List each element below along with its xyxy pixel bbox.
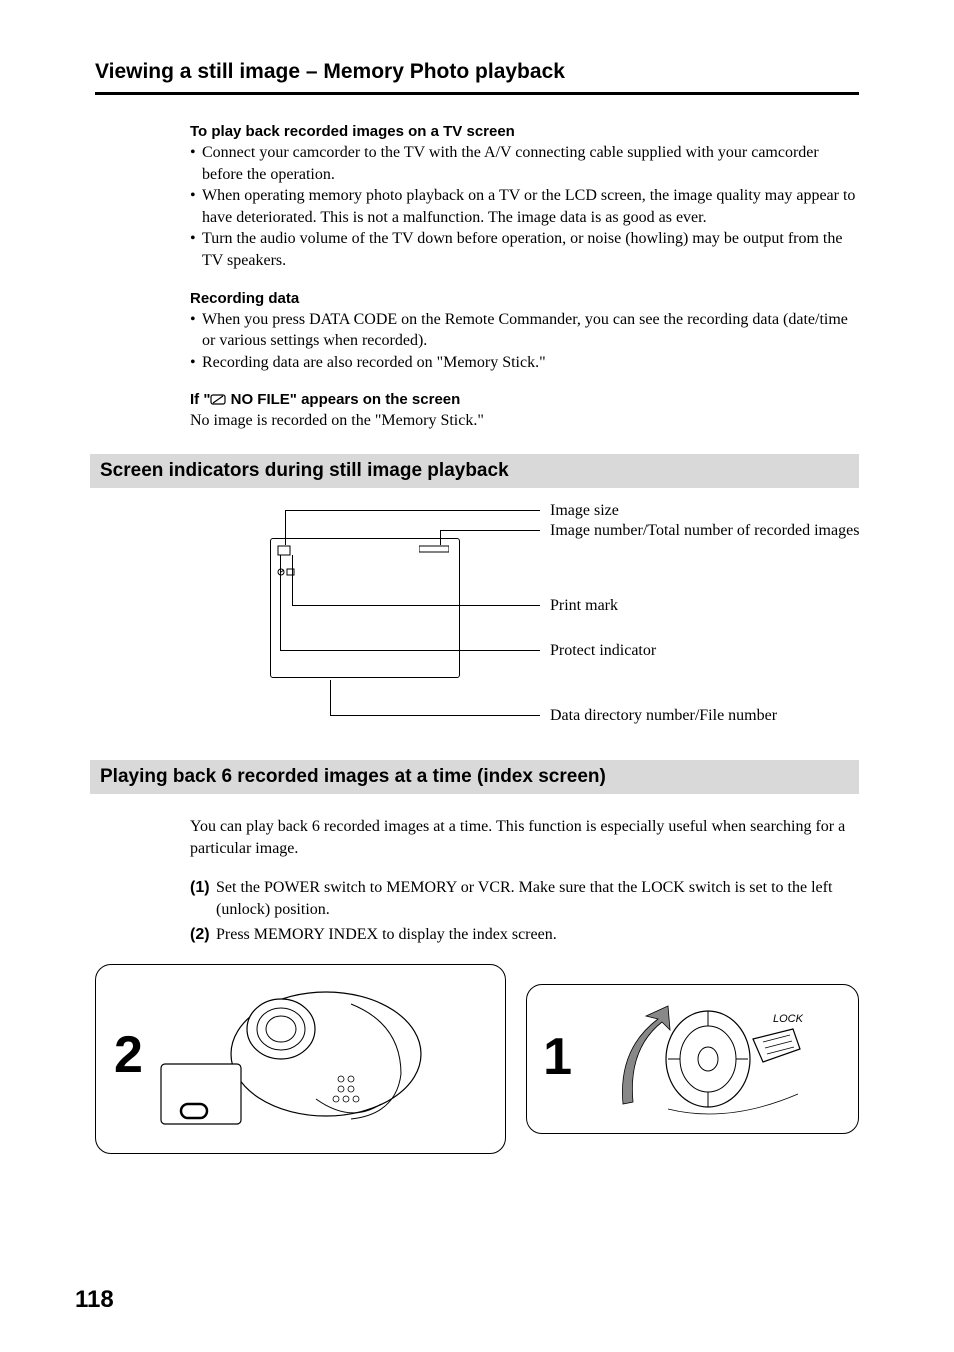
illustration-step-1: 1 LOCK [526, 984, 859, 1134]
label-print-mark: Print mark [550, 597, 618, 615]
label-image-number: Image number/Total number of recorded im… [550, 522, 859, 540]
bullet-item: •Recording data are also recorded on "Me… [190, 352, 859, 374]
step-number: (2) [190, 924, 216, 946]
bullet-item: •Turn the audio volume of the TV down be… [190, 228, 859, 271]
heading-no-file: If " NO FILE" appears on the screen [190, 391, 859, 408]
bullet-text: Connect your camcorder to the TV with th… [202, 142, 859, 185]
section-heading-indicators: Screen indicators during still image pla… [90, 454, 859, 488]
power-switch-icon: LOCK [568, 994, 818, 1124]
bullet-item: •When you press DATA CODE on the Remote … [190, 309, 859, 352]
bullet-text: Turn the audio volume of the TV down bef… [202, 228, 859, 271]
indicators-diagram: Image size Image number/Total number of … [230, 510, 859, 740]
section-heading-index: Playing back 6 recorded images at a time… [90, 760, 859, 794]
step-1-number: 1 [543, 1027, 572, 1087]
illustration-step-2: 2 [95, 964, 506, 1154]
lock-label: LOCK [773, 1013, 804, 1025]
page-title: Viewing a still image – Memory Photo pla… [95, 60, 859, 95]
bullet-item: •When operating memory photo playback on… [190, 185, 859, 228]
heading-tv-playback: To play back recorded images on a TV scr… [190, 123, 859, 140]
label-protect: Protect indicator [550, 642, 656, 660]
bullet-text: When you press DATA CODE on the Remote C… [202, 309, 859, 352]
index-intro: You can play back 6 recorded images at a… [190, 816, 859, 859]
bullet-item: •Connect your camcorder to the TV with t… [190, 142, 859, 185]
camcorder-icon [151, 974, 451, 1144]
lcd-outline [270, 538, 460, 678]
step-item: (1) Set the POWER switch to MEMORY or VC… [190, 877, 859, 921]
no-file-icon [210, 392, 226, 403]
step-text: Press MEMORY INDEX to display the index … [216, 924, 557, 946]
heading-recording-data: Recording data [190, 290, 859, 307]
step-text: Set the POWER switch to MEMORY or VCR. M… [216, 877, 859, 921]
no-file-body: No image is recorded on the "Memory Stic… [190, 410, 859, 432]
label-image-size: Image size [550, 502, 619, 520]
bullet-text: When operating memory photo playback on … [202, 185, 859, 228]
illustration-row: 2 [95, 964, 859, 1154]
bullet-text: Recording data are also recorded on "Mem… [202, 352, 859, 374]
heading-no-file-post: NO FILE" appears on the screen [226, 391, 460, 408]
page-number: 118 [75, 1286, 114, 1314]
content-column: To play back recorded images on a TV scr… [95, 123, 859, 432]
heading-no-file-pre: If " [190, 391, 210, 408]
step-item: (2) Press MEMORY INDEX to display the in… [190, 924, 859, 946]
step-2-number: 2 [114, 1025, 143, 1085]
label-directory: Data directory number/File number [550, 707, 777, 725]
step-number: (1) [190, 877, 216, 921]
image-number-icon [419, 545, 449, 553]
